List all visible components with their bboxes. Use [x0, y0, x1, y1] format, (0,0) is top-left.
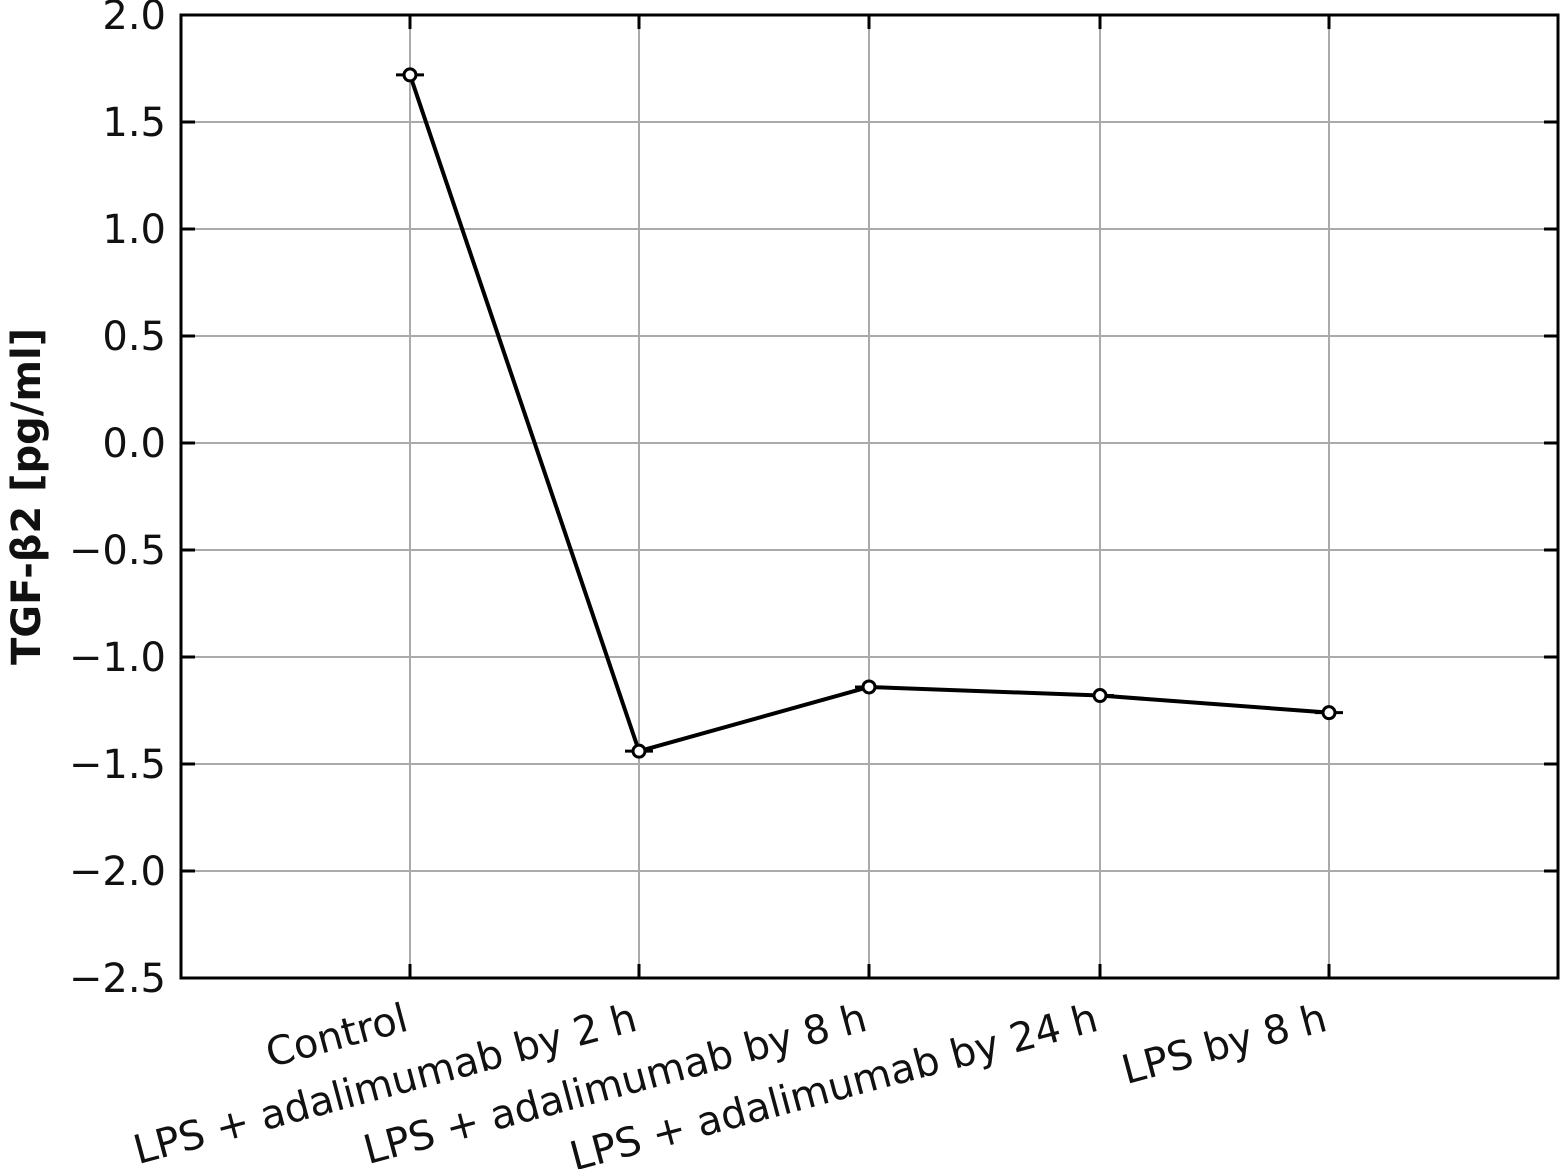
y-tick-label: 0.0: [102, 421, 166, 467]
series-layer: [396, 67, 1343, 759]
y-tick-label: −2.0: [69, 849, 166, 895]
tick-marks: [181, 13, 1558, 980]
y-tick-labels: 2.0 1.5 1.0 0.5 0.0 −0.5 −1.0 −1.5 −2.0 −2.5: [69, 0, 166, 1002]
data-point: [1092, 688, 1108, 704]
y-tick-label: 1.5: [102, 100, 166, 146]
y-tick-label: −2.5: [69, 956, 166, 1002]
grid: [181, 14, 1558, 979]
y-tick-label: 1.0: [102, 207, 166, 253]
y-tick-label: −1.5: [69, 742, 166, 788]
x-category-label: LPS by 8 h: [1117, 995, 1332, 1094]
data-point: [402, 67, 418, 83]
y-tick-label: 0.5: [102, 314, 166, 360]
y-tick-label: 2.0: [102, 0, 166, 39]
y-tick-label: −0.5: [69, 528, 166, 574]
data-point: [631, 743, 647, 759]
y-axis-title: TGF-β2 [pg/ml]: [4, 328, 50, 665]
y-tick-label: −1.0: [69, 635, 166, 681]
data-point: [1321, 705, 1337, 721]
data-point: [861, 679, 877, 695]
